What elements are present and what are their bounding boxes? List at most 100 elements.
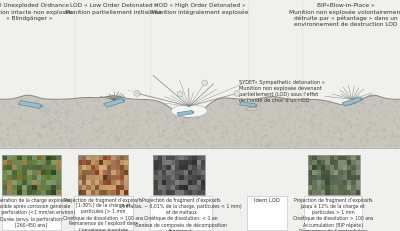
Polygon shape	[360, 98, 362, 99]
Bar	[107, 165, 111, 170]
Bar	[201, 180, 205, 185]
Polygon shape	[342, 97, 362, 106]
Bar	[158, 170, 162, 175]
Bar	[325, 185, 330, 190]
Bar	[7, 170, 12, 175]
Bar	[32, 180, 36, 185]
Bar	[179, 175, 184, 180]
Bar	[338, 170, 343, 175]
Bar	[158, 155, 162, 160]
Bar	[201, 170, 205, 175]
Bar	[158, 160, 162, 165]
Bar	[2, 170, 7, 175]
Bar	[99, 170, 103, 175]
Bar	[120, 165, 124, 170]
Bar	[17, 160, 22, 165]
Bar	[51, 185, 56, 190]
Bar	[356, 170, 360, 175]
Bar	[325, 165, 330, 170]
Bar	[0, 148, 400, 231]
Bar	[7, 175, 12, 180]
Bar	[2, 155, 61, 195]
Bar	[175, 175, 179, 180]
Bar	[330, 185, 334, 190]
Bar	[99, 175, 103, 180]
Bar	[325, 160, 330, 165]
Bar	[78, 190, 82, 195]
Bar	[12, 185, 17, 190]
Bar	[116, 165, 120, 170]
Bar	[56, 155, 61, 160]
Bar	[78, 155, 128, 195]
Bar	[78, 175, 82, 180]
Bar	[90, 185, 95, 190]
Bar	[111, 185, 116, 190]
Bar	[347, 180, 351, 185]
Bar	[86, 165, 90, 170]
Bar	[162, 170, 166, 175]
Bar	[321, 190, 325, 195]
Bar	[192, 180, 196, 185]
Bar	[153, 185, 158, 190]
Ellipse shape	[171, 104, 207, 117]
Bar	[7, 165, 12, 170]
Bar	[356, 155, 360, 160]
Bar	[184, 185, 188, 190]
Bar	[192, 165, 196, 170]
Bar	[188, 185, 192, 190]
Polygon shape	[104, 98, 124, 107]
Bar	[42, 185, 46, 190]
Polygon shape	[40, 106, 42, 108]
Bar	[343, 155, 347, 160]
Bar	[32, 175, 36, 180]
Bar	[170, 155, 175, 160]
Bar	[325, 180, 330, 185]
Bar	[2, 190, 7, 195]
Bar	[12, 165, 17, 170]
Bar	[42, 160, 46, 165]
Polygon shape	[240, 102, 256, 107]
Polygon shape	[177, 110, 193, 116]
Bar	[175, 160, 179, 165]
Bar	[166, 180, 170, 185]
Bar	[343, 185, 347, 190]
Bar	[32, 190, 36, 195]
Bar	[116, 170, 120, 175]
Bar	[184, 155, 188, 160]
Bar	[351, 155, 356, 160]
Bar	[56, 180, 61, 185]
Bar	[42, 175, 46, 180]
Bar	[12, 175, 17, 180]
Bar	[82, 180, 86, 185]
Bar	[196, 175, 201, 180]
Bar	[356, 165, 360, 170]
Bar	[184, 190, 188, 195]
Bar	[343, 175, 347, 180]
Bar	[175, 190, 179, 195]
Bar	[95, 170, 99, 175]
Bar	[99, 185, 103, 190]
Bar	[82, 160, 86, 165]
Bar	[46, 155, 51, 160]
Bar	[51, 190, 56, 195]
Bar	[124, 175, 128, 180]
Bar	[7, 190, 12, 195]
Bar	[27, 170, 32, 175]
Bar	[32, 155, 36, 160]
Bar	[196, 180, 201, 185]
Bar	[201, 185, 205, 190]
Bar	[330, 165, 334, 170]
Bar	[90, 180, 95, 185]
Bar	[188, 170, 192, 175]
Bar	[325, 170, 330, 175]
Bar	[179, 155, 184, 160]
Bar	[188, 175, 192, 180]
Bar	[90, 160, 95, 165]
Bar	[175, 155, 179, 160]
Bar	[2, 155, 7, 160]
Bar	[321, 175, 325, 180]
Bar	[107, 190, 111, 195]
Bar	[111, 155, 116, 160]
Bar	[82, 175, 86, 180]
Bar	[308, 180, 312, 185]
